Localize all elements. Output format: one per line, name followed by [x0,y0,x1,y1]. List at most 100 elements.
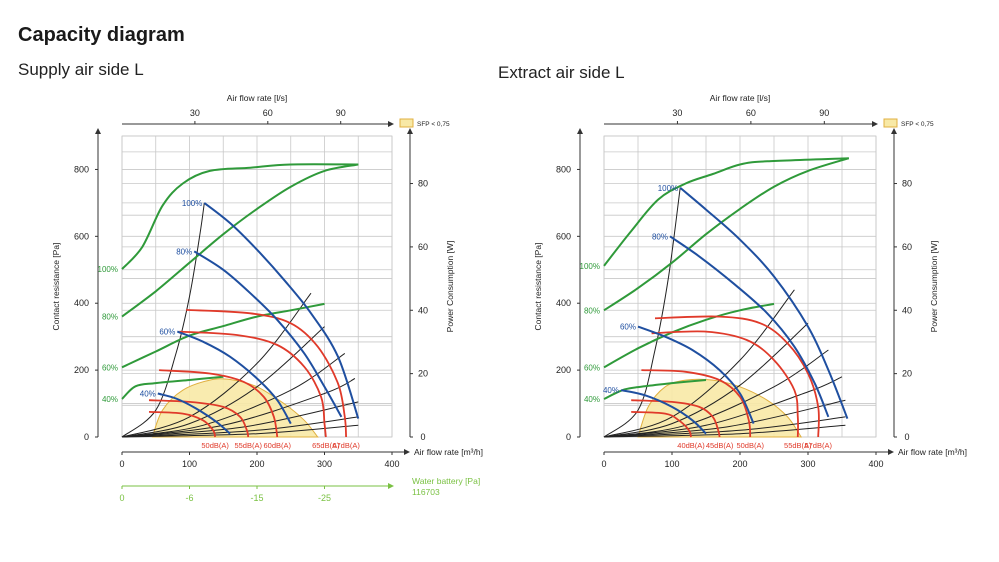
system-curve-1 [121,202,205,438]
sound-curve-60 [159,369,279,438]
speed-curve-label: 80% [652,232,668,241]
x-axis-label: Air flow rate [m³/h] [898,447,967,457]
system-curve-3 [603,322,809,438]
y-left-tick-label: 0 [566,432,571,442]
sfp-region [637,378,803,438]
speed-curve-40 [620,389,707,435]
speed-curve-100 [203,202,360,419]
y-left-tick-label: 200 [556,365,571,375]
power-curve-label: 100% [580,262,600,271]
speed-curve-label: 100% [658,184,678,193]
x-top-axis-arrow [872,121,878,127]
y-right-tick-label: 0 [904,432,909,442]
sound-label: 67dB(A) [332,441,360,450]
power-curve-label: 60% [584,363,600,372]
speed-curve-label: 60% [159,328,175,337]
y-right-tick-label: 80 [418,179,428,189]
power-curve-label: 60% [102,363,118,372]
y-left-axis-label: Contact resistance [Pa] [533,243,543,331]
y-right-tick-label: 0 [420,432,425,442]
x-tick-label: 300 [800,459,815,469]
chart-title-supply: Supply air side L [18,60,144,79]
y-right-tick-label: 40 [902,305,912,315]
x-top-tick-label: 60 [746,108,756,118]
sound-curve-55 [651,330,799,438]
power-curve-40 [121,375,224,400]
y-left-tick-label: 600 [556,231,571,241]
speed-curve-label: 100% [182,199,202,208]
sound-curve-65 [179,330,327,438]
page-title: Capacity diagram [18,24,185,46]
x-tick-label: 100 [182,459,197,469]
water-tick-label: -25 [318,493,331,503]
sfp-legend-swatch [883,118,898,128]
power-curve-label: 40% [584,395,600,404]
y-right-tick-label: 40 [418,305,428,315]
sfp-legend-swatch [399,118,414,128]
chart-title-extract: Extract air side L [498,63,625,82]
y-left-tick-label: 800 [74,164,89,174]
y-right-tick-label: 80 [902,179,912,189]
sound-label: 60dB(A) [263,441,291,450]
y-right-tick-label: 20 [418,369,428,379]
sound-label: 65dB(A) [312,441,340,450]
sound-curve-67 [186,309,347,438]
system-curve-6 [121,401,359,438]
x-top-tick-label: 30 [190,108,200,118]
x-tick-label: 100 [664,459,679,469]
y-left-tick-label: 200 [74,365,89,375]
y-left-tick-label: 600 [74,231,89,241]
speed-curve-100 [679,187,849,419]
speed-curve-60 [176,330,292,425]
system-curve-5 [603,376,843,438]
y-left-tick-label: 0 [84,432,89,442]
chart-extract: 100% 80% 60% 40% 100% 80% 60% 40% 40dB(A) 45dB(A)… [533,93,967,469]
x-top-axis-label: Air flow rate [l/s] [227,93,287,103]
x-axis-label: Air flow rate [m³/h] [414,447,483,457]
y-right-tick-label: 60 [902,242,912,252]
speed-curve-80 [193,250,343,418]
power-curve-100 [603,157,849,267]
system-curve-7 [603,416,846,438]
water-axis-label: Water battery [Pa] [412,476,480,486]
water-tick-label: 0 [119,493,124,503]
chart-supply: 100% 80% 60% 40% 100% 80% 60% 40% 50dB(A) 55dB(A)… [51,93,483,503]
y-left-axis-label: Contact resistance [Pa] [51,243,61,331]
sound-label: 55dB(A) [784,441,812,450]
x-top-axis-arrow [388,121,394,127]
power-curve-80 [603,157,850,312]
sound-label: 55dB(A) [234,441,262,450]
x-axis-arrow [888,449,894,455]
sound-label: 45dB(A) [706,441,734,450]
y-right-axis-label: Power Consumption [W] [445,241,455,333]
power-curve-label: 80% [584,306,600,315]
sound-curve-50 [641,369,752,438]
system-curve-8 [603,424,846,438]
y-right-tick-label: 60 [418,242,428,252]
system-curve-4 [121,352,346,438]
y-right-axis-arrow [407,128,413,134]
x-top-tick-label: 90 [819,108,829,118]
speed-curve-label: 80% [176,247,192,256]
sound-label: 50dB(A) [201,441,229,450]
y-right-axis-arrow [891,128,897,134]
power-curve-60 [603,302,775,369]
x-tick-label: 0 [119,459,124,469]
power-curve-80 [121,163,359,318]
sound-curve-50 [148,411,216,438]
speed-curve-label: 40% [603,386,619,395]
sound-curve-57 [654,315,820,438]
x-tick-label: 400 [384,459,399,469]
power-curve-60 [121,302,325,369]
y-right-tick-label: 20 [902,369,912,379]
sfp-legend-label: SFP < 0,75 [901,121,934,128]
y-left-tick-label: 400 [556,298,571,308]
x-tick-label: 300 [317,459,332,469]
water-tick-label: -15 [250,493,263,503]
sound-curve-45 [631,399,721,438]
speed-curve-80 [669,235,830,418]
x-top-tick-label: 30 [672,108,682,118]
x-top-tick-label: 90 [336,108,346,118]
speed-curve-60 [637,325,755,425]
